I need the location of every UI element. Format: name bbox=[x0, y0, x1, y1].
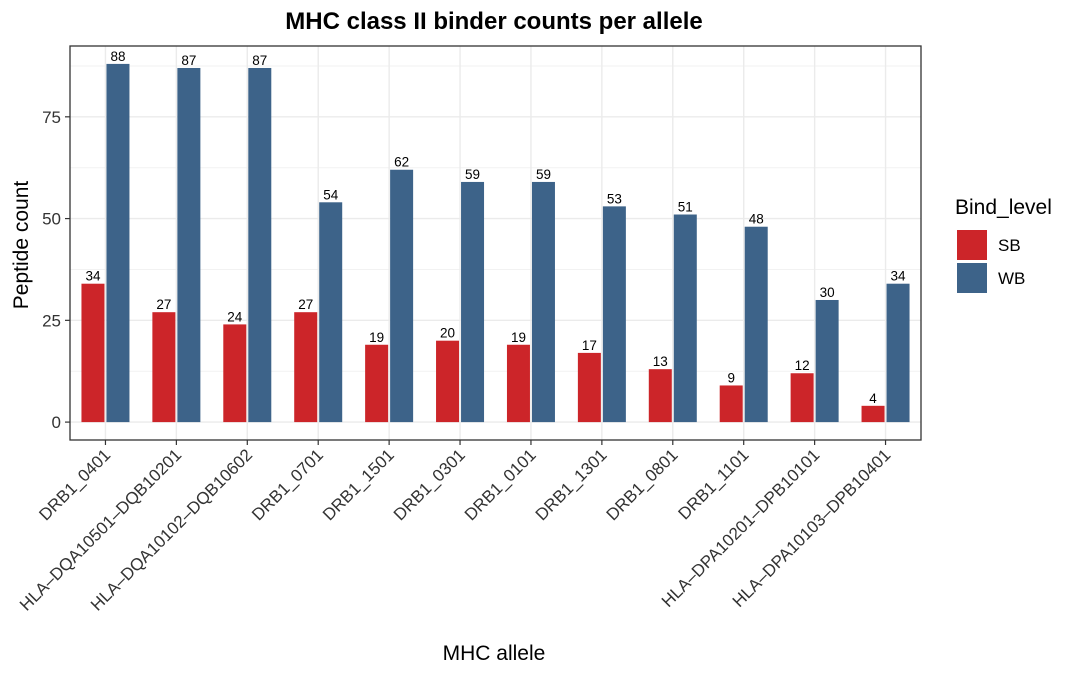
x-tick-label: DRB1_1501 bbox=[319, 445, 398, 524]
bar-value-label: 87 bbox=[181, 53, 196, 68]
bar-wb bbox=[319, 202, 343, 423]
y-axis-title: Peptide count bbox=[10, 181, 33, 310]
y-tick-label: 25 bbox=[42, 311, 61, 330]
bar-value-label: 24 bbox=[227, 309, 243, 324]
bar-wb bbox=[248, 67, 272, 423]
bar-value-label: 88 bbox=[110, 49, 125, 64]
bar-wb bbox=[461, 181, 485, 423]
legend-key-wb bbox=[957, 263, 987, 293]
x-tick-label: DRB1_0701 bbox=[248, 445, 327, 524]
y-tick-label: 50 bbox=[42, 210, 61, 229]
bar-sb bbox=[790, 373, 814, 423]
bar-value-label: 19 bbox=[369, 330, 384, 345]
bar-wb bbox=[531, 181, 555, 423]
bar-wb bbox=[177, 67, 201, 423]
legend-label-sb: SB bbox=[998, 236, 1021, 255]
bar-value-label: 53 bbox=[607, 191, 622, 206]
bar-value-label: 27 bbox=[298, 297, 313, 312]
bar-value-label: 9 bbox=[727, 370, 735, 385]
bar-value-label: 27 bbox=[156, 297, 171, 312]
bar-value-label: 30 bbox=[820, 285, 835, 300]
bar-value-label: 59 bbox=[465, 167, 480, 182]
x-tick-label: DRB1_0801 bbox=[603, 445, 682, 524]
bar-sb bbox=[436, 340, 460, 423]
bar-value-label: 87 bbox=[252, 53, 267, 68]
bar-value-label: 34 bbox=[85, 269, 101, 284]
bar-value-label: 13 bbox=[653, 354, 668, 369]
y-tick-label: 0 bbox=[52, 413, 61, 432]
chart-title: MHC class II binder counts per allele bbox=[285, 8, 702, 35]
bar-value-label: 17 bbox=[582, 338, 597, 353]
bar-sb bbox=[861, 405, 885, 423]
bar-value-label: 4 bbox=[869, 391, 877, 406]
x-tick-label: DRB1_1301 bbox=[532, 445, 611, 524]
bar-value-label: 48 bbox=[749, 212, 764, 227]
bar-wb bbox=[390, 169, 414, 423]
bar-sb bbox=[223, 324, 247, 423]
bar-value-label: 20 bbox=[440, 326, 455, 341]
bar-wb bbox=[602, 206, 626, 423]
x-tick-label: DRB1_1101 bbox=[675, 445, 753, 523]
bar-value-label: 12 bbox=[795, 358, 810, 373]
plot-panel bbox=[70, 46, 921, 440]
bar-sb bbox=[365, 344, 389, 423]
bar-sb bbox=[648, 369, 672, 423]
legend-key-sb bbox=[957, 230, 987, 260]
bar-wb bbox=[106, 63, 130, 423]
plot-area: 34 88 27 87 24 87 27 54 19 62 20 59 19 59 17 53 13 51 9 48 1… bbox=[16, 45, 922, 615]
x-tick-label: DRB1_0101 bbox=[461, 445, 540, 524]
bar-sb bbox=[719, 385, 743, 423]
legend: Bind_level SB WB bbox=[955, 196, 1052, 293]
bar-sb bbox=[506, 344, 530, 423]
x-axis-title: MHC allele bbox=[443, 642, 546, 665]
bar-sb bbox=[81, 283, 105, 423]
bar-value-label: 62 bbox=[394, 155, 409, 170]
bar-wb bbox=[744, 226, 768, 423]
y-tick-label: 75 bbox=[42, 108, 61, 127]
bar-value-label: 54 bbox=[323, 187, 339, 202]
plot-border bbox=[69, 45, 922, 441]
bar-value-label: 34 bbox=[891, 269, 907, 284]
bar-wb bbox=[673, 214, 697, 423]
bar-sb bbox=[152, 312, 176, 423]
legend-label-wb: WB bbox=[998, 269, 1025, 288]
bar-value-label: 59 bbox=[536, 167, 551, 182]
bar-wb bbox=[886, 283, 910, 423]
x-tick-label: DRB1_0401 bbox=[35, 445, 114, 524]
bar-sb bbox=[577, 352, 601, 423]
bar-wb bbox=[815, 299, 839, 423]
bar-value-label: 19 bbox=[511, 330, 526, 345]
bar-value-label: 51 bbox=[678, 200, 693, 215]
legend-title: Bind_level bbox=[955, 196, 1052, 219]
x-tick-label: DRB1_0301 bbox=[390, 445, 469, 524]
bar-sb bbox=[294, 312, 318, 423]
